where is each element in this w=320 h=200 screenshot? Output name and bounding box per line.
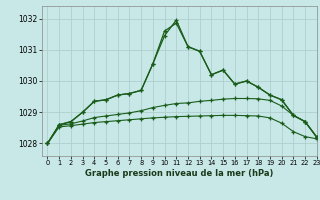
X-axis label: Graphe pression niveau de la mer (hPa): Graphe pression niveau de la mer (hPa) xyxy=(85,169,273,178)
